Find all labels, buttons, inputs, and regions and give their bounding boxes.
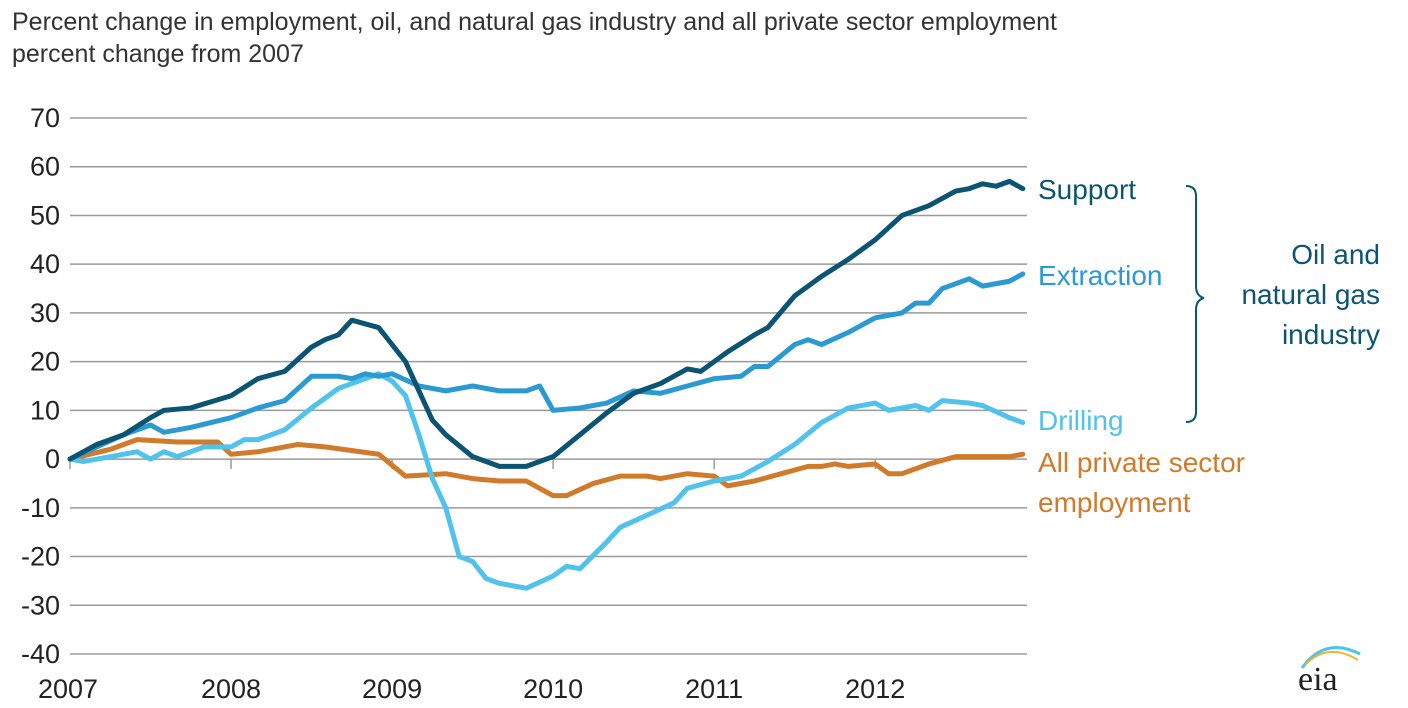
- series-line-drilling: [67, 371, 1026, 591]
- series-label-extraction: Extraction: [1038, 260, 1163, 291]
- series-label-group_3: industry: [1282, 319, 1380, 350]
- x-tick-label: 2010: [523, 674, 583, 704]
- series-label-group_1: Oil and: [1291, 239, 1380, 270]
- title-line: Percent change in employment, oil, and n…: [12, 8, 1058, 36]
- series-label-group_2: natural gas: [1241, 279, 1380, 310]
- svg-text:eia: eia: [1298, 661, 1338, 698]
- x-tick-label: 2007: [38, 674, 98, 704]
- series-label-support: Support: [1038, 174, 1136, 205]
- y-tick-label: -20: [21, 542, 60, 572]
- series-line-extraction: [67, 271, 1026, 462]
- y-tick-label: 40: [30, 249, 60, 279]
- x-tick-label: 2012: [845, 674, 905, 704]
- y-tick-label: -10: [21, 493, 60, 523]
- y-tick-label: 60: [30, 152, 60, 182]
- chart-title: Percent change in employment, oil, and n…: [12, 6, 1057, 70]
- x-tick-label: 2011: [685, 674, 743, 704]
- y-tick-label: 30: [30, 298, 60, 328]
- y-tick-label: -40: [21, 639, 60, 669]
- y-tick-label: 50: [30, 200, 60, 230]
- y-tick-label: -30: [21, 590, 60, 620]
- x-tick-label: 2008: [201, 674, 261, 704]
- subtitle: percent change from 2007: [12, 40, 304, 68]
- series-line-all-private-sector-employment: [67, 437, 1026, 499]
- y-tick-label: 70: [30, 103, 60, 133]
- series-label-private_2: employment: [1038, 487, 1191, 518]
- bracket: [1185, 185, 1205, 423]
- eia-logo: eia: [1298, 646, 1361, 698]
- x-tick-label: 2009: [362, 674, 422, 704]
- y-tick-label: 0: [45, 444, 60, 474]
- y-tick-label: 20: [30, 347, 60, 377]
- series-line-support: [67, 178, 1026, 469]
- series-label-drilling: Drilling: [1038, 405, 1124, 436]
- y-tick-label: 10: [30, 395, 60, 425]
- series-label-private_1: All private sector: [1038, 447, 1245, 478]
